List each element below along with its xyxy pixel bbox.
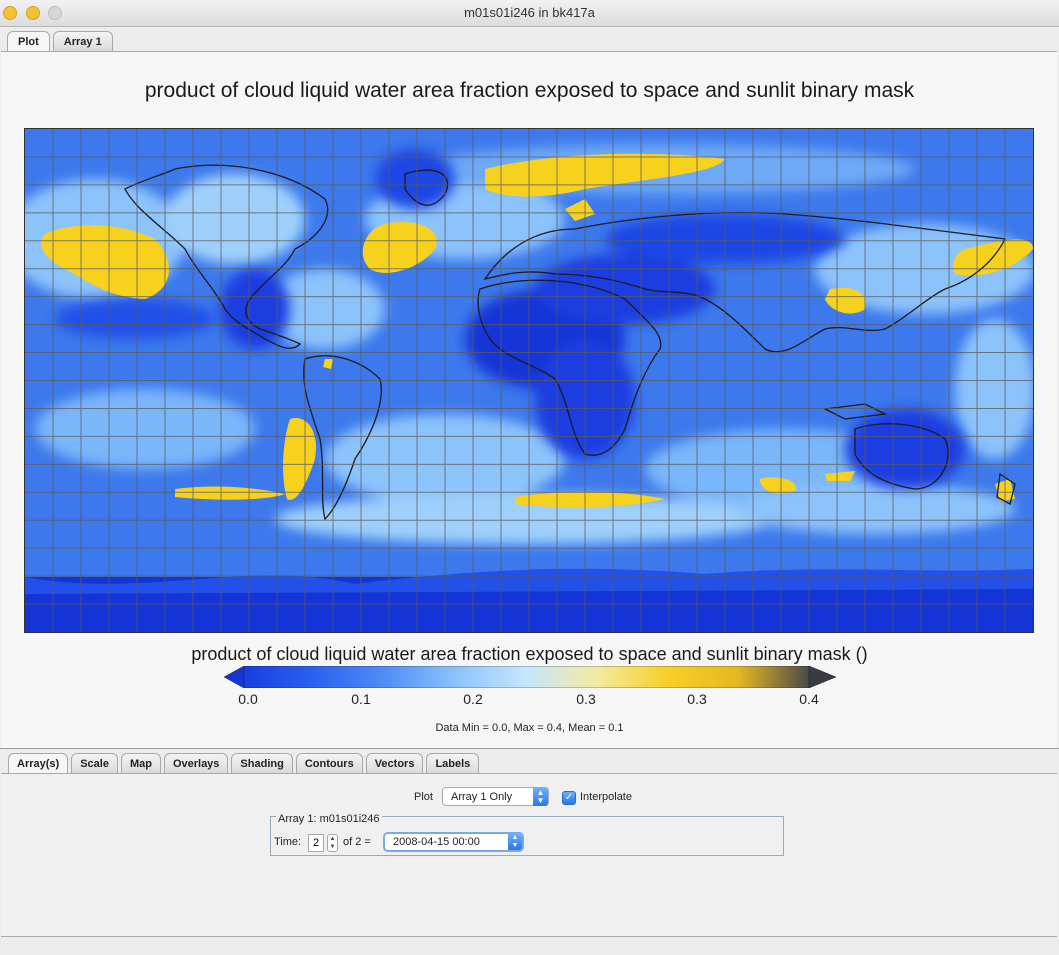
close-window-button[interactable] bbox=[3, 6, 17, 20]
tab-scale[interactable]: Scale bbox=[71, 753, 118, 773]
map-canvas bbox=[25, 129, 1033, 632]
colorbar-tick: 0.3 bbox=[576, 691, 596, 707]
tab-shading[interactable]: Shading bbox=[231, 753, 293, 773]
of-count-label: of 2 = bbox=[343, 836, 371, 848]
plot-label: Plot bbox=[414, 791, 433, 803]
tab-array-1[interactable]: Array 1 bbox=[52, 31, 113, 51]
tab-overlays[interactable]: Overlays bbox=[163, 753, 229, 773]
settings-tab-bar: Array(s) Scale Map Overlays Shading Cont… bbox=[8, 753, 482, 773]
tab-vectors[interactable]: Vectors bbox=[365, 753, 424, 773]
data-stats: Data Min = 0.0, Max = 0.4, Mean = 0.1 bbox=[435, 722, 624, 734]
colorbar-tick: 0.0 bbox=[238, 691, 258, 707]
colorbar-gradient bbox=[243, 665, 810, 689]
tab-contours[interactable]: Contours bbox=[295, 753, 363, 773]
tab-plot[interactable]: Plot bbox=[7, 31, 50, 51]
top-tab-bar: Plot Array 1 bbox=[7, 31, 116, 51]
colorbar bbox=[223, 665, 837, 693]
window-title: m01s01i246 in bk417a bbox=[464, 5, 595, 20]
time-stepper[interactable]: ▲ ▼ bbox=[327, 834, 338, 852]
world-map bbox=[24, 128, 1034, 633]
time-label: Time: bbox=[274, 836, 302, 848]
tab-map[interactable]: Map bbox=[120, 753, 161, 773]
zoom-window-button[interactable] bbox=[48, 6, 62, 20]
minimize-window-button[interactable] bbox=[26, 6, 40, 20]
chevron-updown-icon: ▲ ▼ bbox=[533, 788, 548, 806]
tab-labels[interactable]: Labels bbox=[426, 753, 480, 773]
date-value: 2008-04-15 00:00 bbox=[393, 836, 480, 848]
plot-mode-select[interactable]: Array 1 Only ▲ ▼ bbox=[442, 787, 549, 806]
colorbar-max-arrow bbox=[808, 665, 837, 689]
colorbar-tick: 0.2 bbox=[463, 691, 483, 707]
chevron-updown-icon: ▲ ▼ bbox=[508, 834, 522, 850]
title-bar: m01s01i246 in bk417a bbox=[0, 0, 1059, 27]
interpolate-label: Interpolate bbox=[580, 791, 632, 803]
interpolate-checkbox[interactable]: ✓ bbox=[562, 791, 576, 805]
colorbar-tick: 0.1 bbox=[351, 691, 371, 707]
array-1-group-title: Array 1: m01s01i246 bbox=[276, 813, 382, 825]
plot-title: product of cloud liquid water area fract… bbox=[144, 79, 915, 102]
colorbar-title: product of cloud liquid water area fract… bbox=[191, 644, 868, 664]
colorbar-tick: 0.3 bbox=[687, 691, 707, 707]
colorbar-min-arrow bbox=[223, 665, 245, 689]
panel-divider[interactable] bbox=[0, 748, 1059, 749]
plot-mode-value: Array 1 Only bbox=[451, 791, 513, 803]
tab-arrays[interactable]: Array(s) bbox=[8, 753, 69, 773]
colorbar-tick: 0.4 bbox=[799, 691, 819, 707]
graticule bbox=[25, 129, 1033, 632]
time-index-field[interactable]: 2 bbox=[308, 834, 324, 852]
array-1-group bbox=[270, 816, 784, 856]
date-select[interactable]: 2008-04-15 00:00 ▲ ▼ bbox=[383, 832, 524, 852]
